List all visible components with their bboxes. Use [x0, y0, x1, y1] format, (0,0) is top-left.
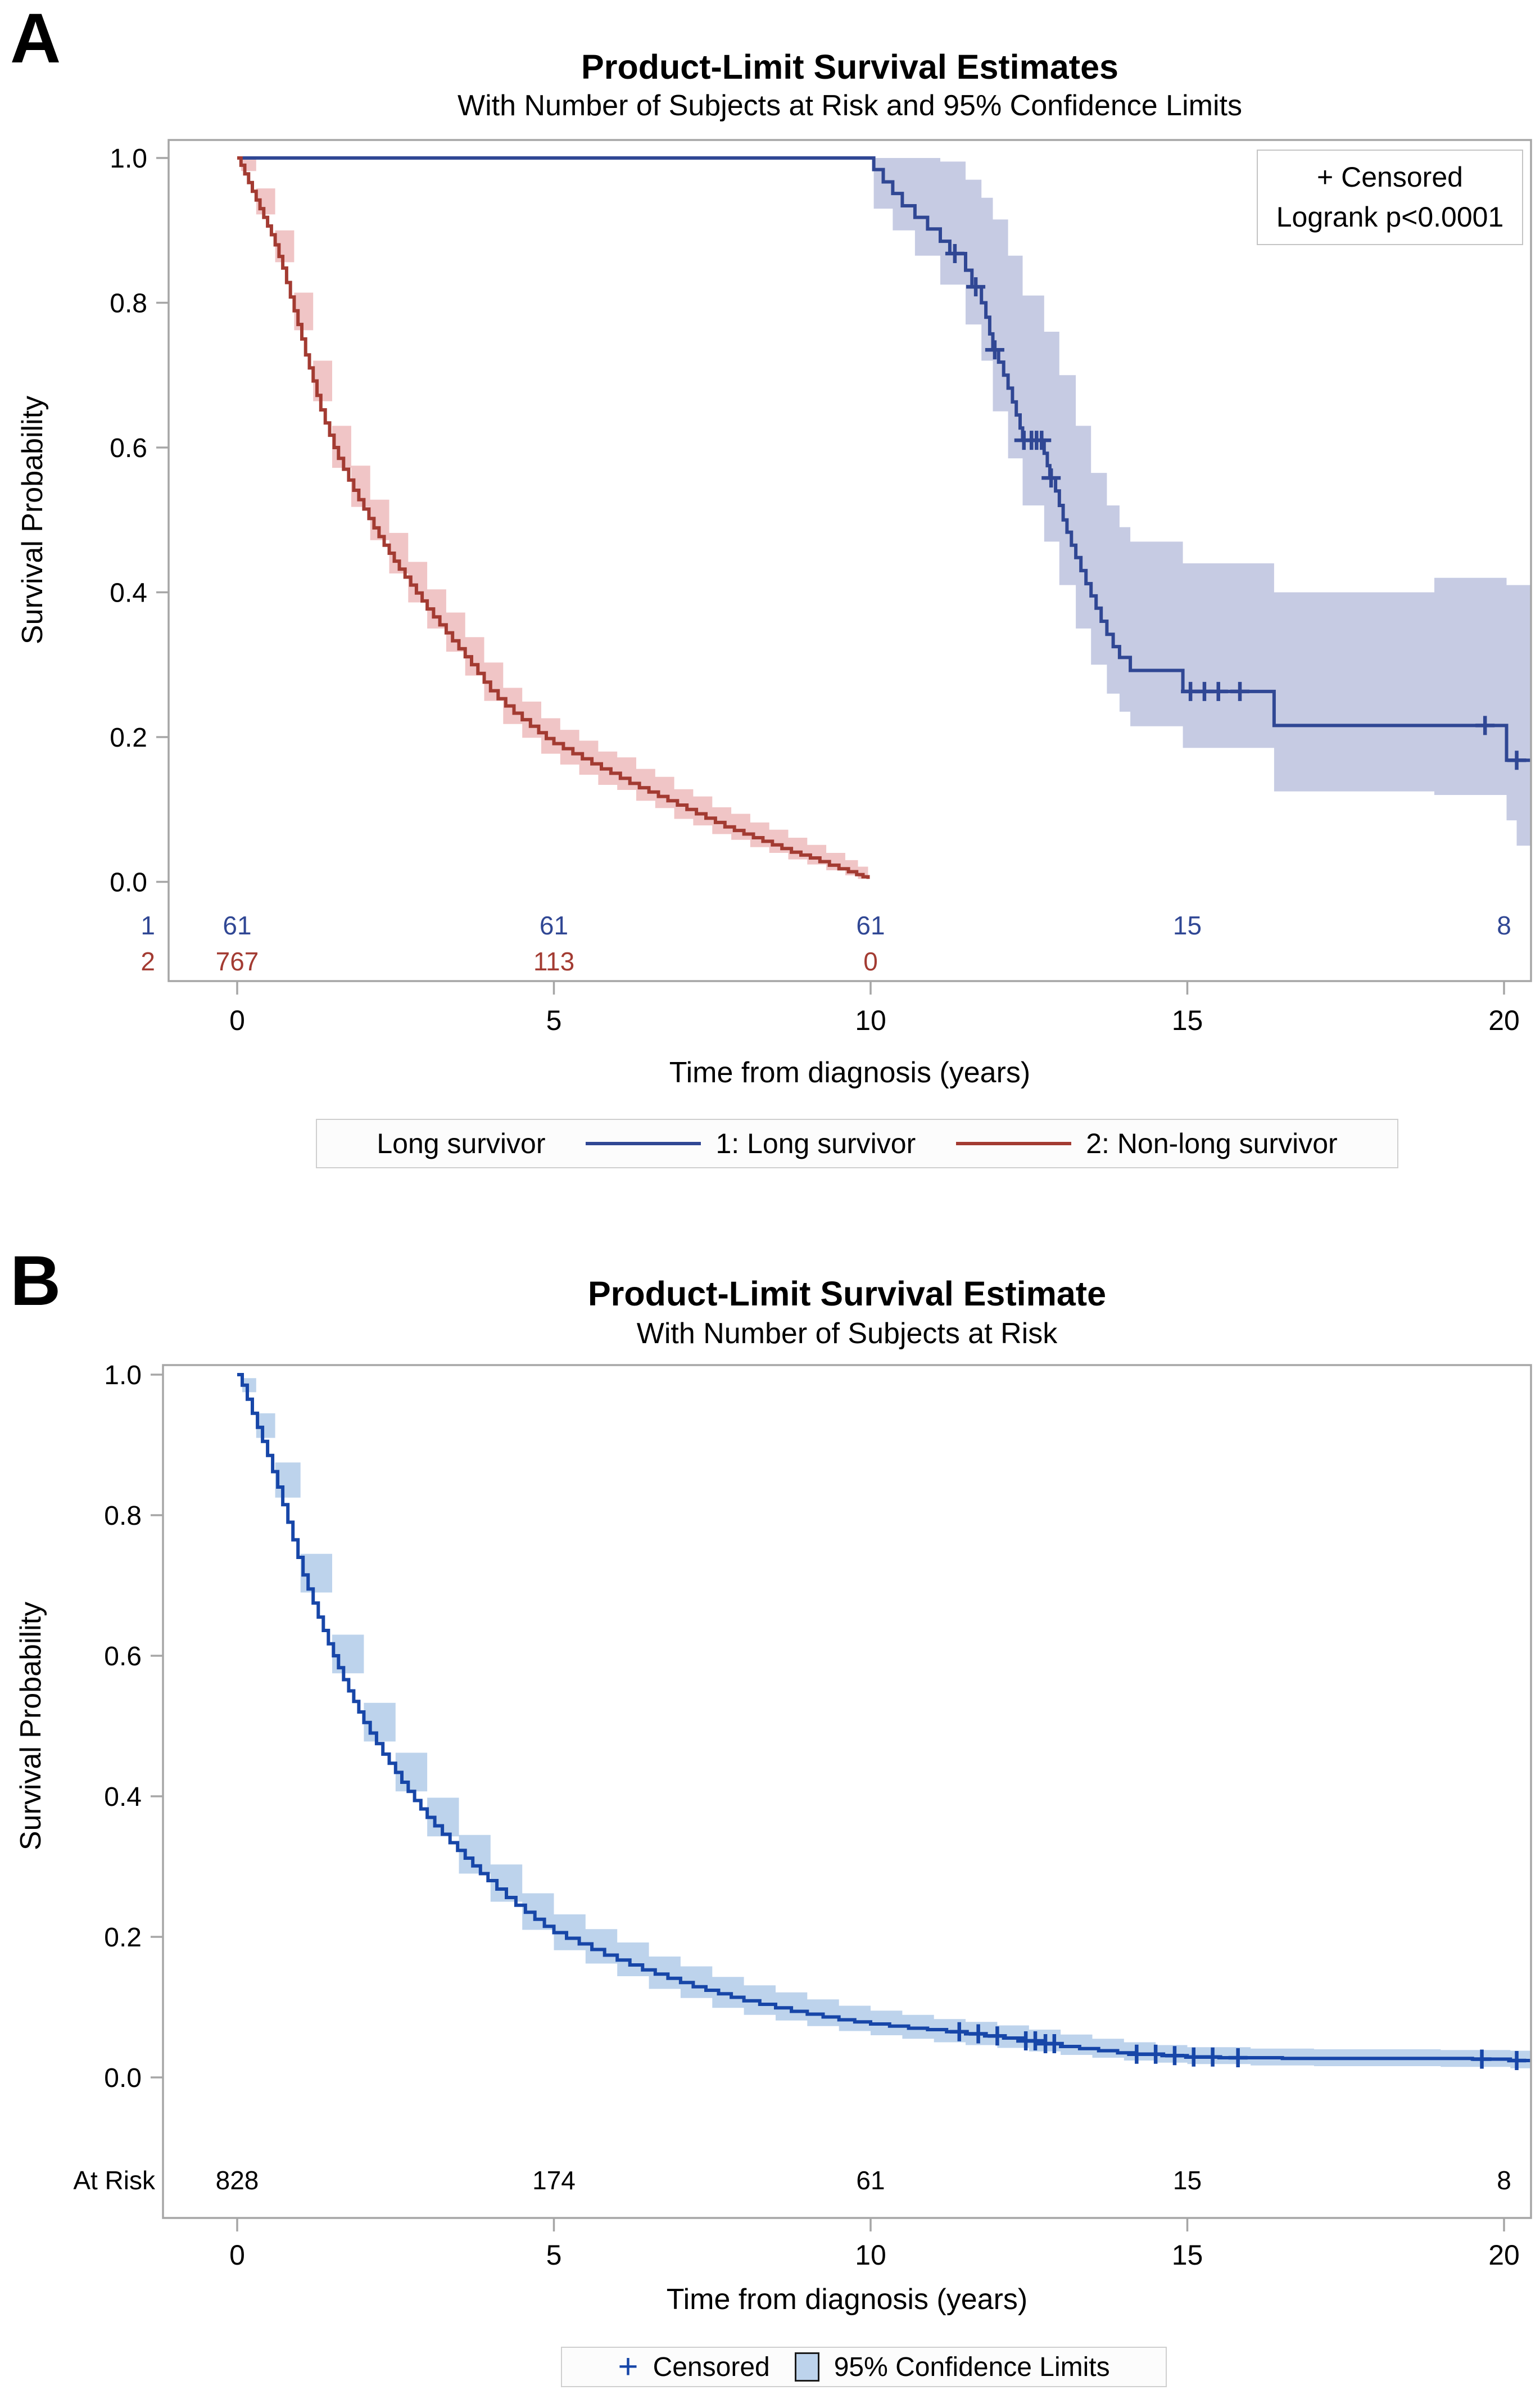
- panel-a-title: Product-Limit Survival Estimates: [581, 48, 1118, 86]
- svg-text:5: 5: [546, 2239, 562, 2271]
- svg-text:15: 15: [1172, 2239, 1203, 2271]
- svg-text:0.2: 0.2: [110, 723, 147, 753]
- legend-item-long-survivor: 1: Long survivor: [586, 1127, 916, 1160]
- censored-legend-entry: + Censored: [1317, 161, 1463, 193]
- svg-text:0.0: 0.0: [110, 868, 147, 898]
- legend-item-non-long-survivor: 2: Non-long survivor: [956, 1127, 1338, 1160]
- panel-b-x-axis-title: Time from diagnosis (years): [666, 2283, 1028, 2316]
- svg-text:15: 15: [1173, 2166, 1202, 2195]
- legend-group-label: Long survivor: [377, 1128, 546, 1159]
- legend-item-censored: + Censored: [618, 2347, 770, 2386]
- svg-text:20: 20: [1488, 2239, 1520, 2271]
- svg-text:61: 61: [856, 911, 885, 940]
- panel-a-group-legend: Long survivor 1: Long survivor 2: Non-lo…: [316, 1119, 1398, 1168]
- legend-item-label: 2: Non-long survivor: [1086, 1128, 1338, 1159]
- svg-text:8: 8: [1497, 2166, 1511, 2195]
- panel-a-y-axis-label: Survival Probability: [16, 395, 49, 645]
- svg-text:1: 1: [141, 911, 155, 940]
- censored-plus-icon: +: [618, 2347, 638, 2386]
- svg-text:15: 15: [1172, 1005, 1203, 1036]
- svg-text:0.4: 0.4: [104, 1782, 142, 1812]
- svg-text:1.0: 1.0: [104, 1361, 142, 1390]
- svg-text:10: 10: [855, 2239, 886, 2271]
- panel-b-y-axis-label: Survival Probability: [15, 1601, 47, 1851]
- logrank-pvalue: Logrank p<0.0001: [1276, 201, 1504, 233]
- legend-item-label: 1: Long survivor: [715, 1128, 916, 1159]
- panel-b-title: Product-Limit Survival Estimate: [588, 1275, 1106, 1313]
- panel-a-x-axis-title: Time from diagnosis (years): [669, 1056, 1031, 1089]
- svg-text:20: 20: [1488, 1005, 1520, 1036]
- svg-text:5: 5: [546, 1005, 562, 1036]
- panel-b-subtitle: With Number of Subjects at Risk: [636, 1317, 1058, 1350]
- svg-text:0: 0: [229, 1005, 245, 1036]
- panel-letter-a: A: [10, 0, 61, 78]
- panel-a-inset-legend: + Censored Logrank p<0.0001: [1257, 150, 1523, 245]
- non-long-survivor-line-swatch: [956, 1142, 1072, 1145]
- panel-letter-b: B: [10, 1242, 61, 1320]
- legend-item-confidence-limits: 95% Confidence Limits: [794, 2352, 1110, 2383]
- svg-text:0.8: 0.8: [110, 289, 147, 319]
- panel-a-subtitle: With Number of Subjects at Risk and 95% …: [458, 89, 1242, 122]
- svg-text:0.8: 0.8: [104, 1501, 142, 1531]
- svg-text:113: 113: [533, 947, 574, 976]
- panel-b-legend: + Censored 95% Confidence Limits: [561, 2347, 1167, 2387]
- svg-text:0.4: 0.4: [110, 579, 147, 608]
- svg-text:10: 10: [855, 1005, 886, 1036]
- long-survivor-line-swatch: [586, 1142, 701, 1145]
- svg-text:0.2: 0.2: [104, 1923, 142, 1953]
- svg-text:15: 15: [1173, 911, 1202, 940]
- svg-text:8: 8: [1497, 911, 1511, 940]
- svg-text:0.0: 0.0: [104, 2063, 142, 2093]
- svg-text:0: 0: [229, 2239, 245, 2271]
- svg-text:0: 0: [863, 947, 878, 976]
- legend-item-label: Censored: [653, 2352, 770, 2382]
- svg-text:61: 61: [856, 2166, 885, 2195]
- svg-text:61: 61: [540, 911, 568, 940]
- svg-text:61: 61: [223, 911, 251, 940]
- svg-text:At Risk: At Risk: [73, 2166, 156, 2195]
- svg-text:828: 828: [216, 2166, 259, 2195]
- svg-text:767: 767: [216, 947, 259, 976]
- legend-item-label: 95% Confidence Limits: [834, 2352, 1110, 2382]
- svg-text:1.0: 1.0: [110, 144, 147, 174]
- svg-text:2: 2: [141, 947, 155, 976]
- svg-text:0.6: 0.6: [104, 1642, 142, 1671]
- confidence-band-swatch: [794, 2352, 819, 2382]
- svg-text:174: 174: [532, 2166, 576, 2195]
- svg-text:0.6: 0.6: [110, 433, 147, 463]
